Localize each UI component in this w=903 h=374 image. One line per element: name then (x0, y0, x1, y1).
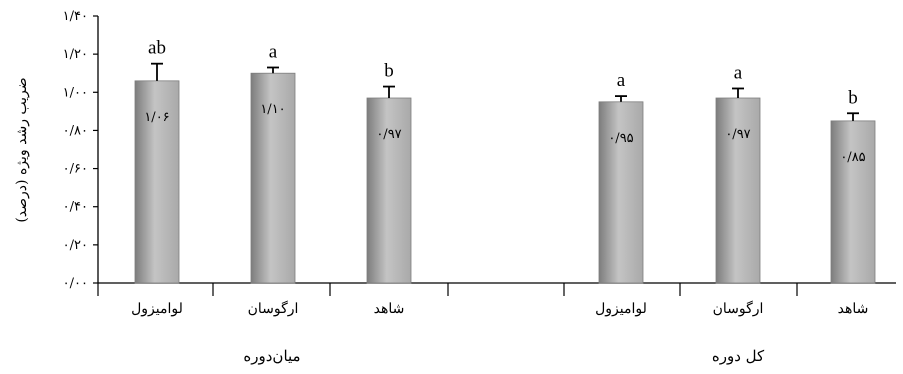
y-tick-label: ۰/۶۰ (63, 162, 88, 177)
y-tick-label: ۰/۴۰ (63, 200, 88, 215)
y-tick-label: ۰/۸۰ (63, 123, 88, 138)
category-label: شاهد (838, 301, 869, 317)
significance-label: b (848, 87, 858, 108)
bar (598, 101, 644, 284)
bar (134, 80, 180, 284)
bars (134, 62, 876, 284)
significance-label: b (384, 61, 394, 82)
bar (366, 97, 412, 284)
data-label: ۰/۹۷ (376, 127, 401, 142)
data-label: ۱/۱۰ (260, 102, 285, 117)
category-label: شاهد (374, 301, 405, 317)
y-tick-label: ۰/۲۰ (63, 238, 88, 253)
x-axis (97, 282, 896, 296)
group-label: میان‌دوره (243, 347, 300, 365)
bar (830, 120, 876, 284)
y-tick-label: ۱/۰۰ (63, 85, 88, 100)
category-label: ارگوسان (713, 300, 764, 317)
y-tick-label: ۱/۲۰ (63, 47, 88, 62)
significance-label: a (617, 70, 626, 91)
y-tick-label: ۰/۰۰ (63, 276, 88, 291)
y-tick-label: ۱/۴۰ (63, 9, 88, 24)
data-label: ۰/۹۷ (725, 127, 750, 142)
bar (250, 72, 296, 284)
data-label: ۱/۰۶ (144, 110, 169, 125)
bar (715, 97, 761, 284)
category-label: لوامیزول (131, 301, 183, 317)
labels: ab۱/۰۶لوامیزولa۱/۱۰ارگوسانb۰/۹۷شاهدمیان‌… (131, 38, 868, 365)
group-label: کل دوره (712, 347, 765, 365)
category-label: لوامیزول (595, 301, 647, 317)
data-label: ۰/۸۵ (840, 150, 865, 165)
y-axis: ۰/۰۰ ۰/۲۰ ۰/۴۰ ۰/۶۰ ۰/۸۰ ۱/۰۰ ۱/۲۰ ۱/۴۰ (63, 9, 99, 291)
significance-label: a (734, 62, 743, 83)
significance-label: ab (148, 38, 166, 59)
category-label: ارگوسان (248, 300, 299, 317)
data-label: ۰/۹۵ (608, 131, 633, 146)
significance-label: a (269, 41, 278, 62)
y-axis-title: ضریب رشد ویژه (درصد) (14, 77, 30, 222)
